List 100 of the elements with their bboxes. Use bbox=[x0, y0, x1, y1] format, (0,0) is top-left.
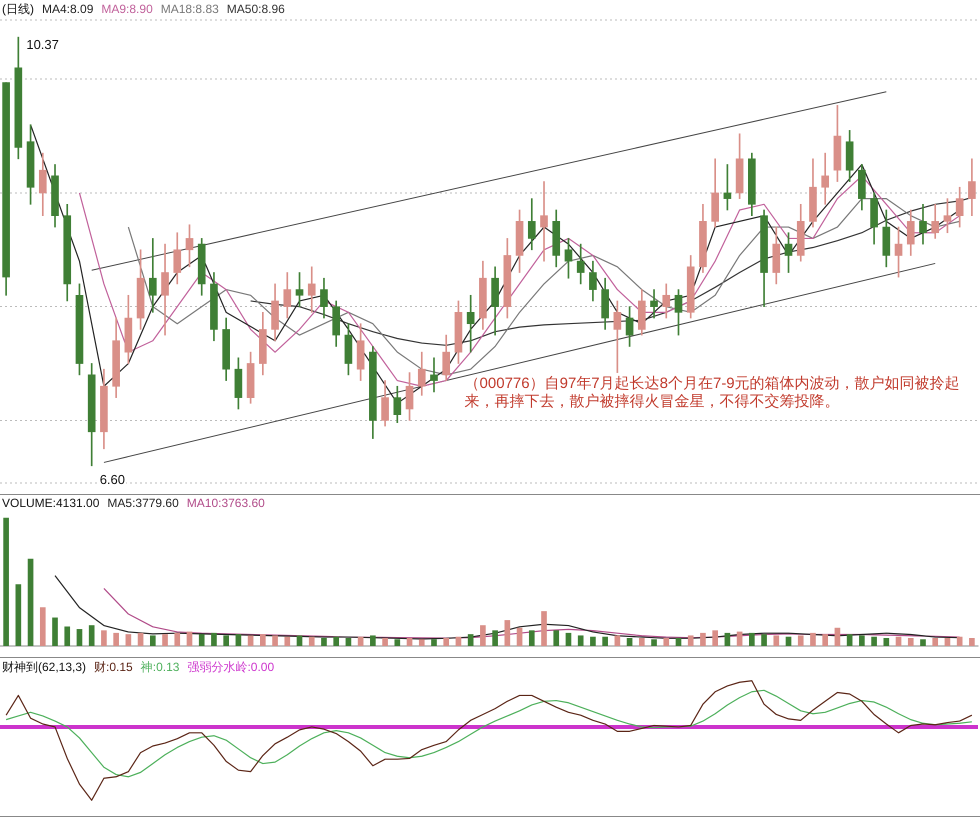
candlestick bbox=[430, 357, 438, 392]
bar bbox=[296, 635, 302, 646]
bar bbox=[126, 634, 132, 646]
bar bbox=[676, 638, 682, 646]
text: MA18:8.83 bbox=[160, 2, 219, 16]
bar bbox=[883, 638, 890, 646]
bar bbox=[260, 634, 266, 646]
bar bbox=[284, 636, 290, 646]
annotation: （000776）自97年7月起长达8个月在7-9元的箱体内波动，散户如同被拎起来，再摔下去，散户被摔得火冒金星，不得不交筹投降。 bbox=[464, 375, 960, 410]
bar bbox=[138, 632, 144, 646]
bar bbox=[798, 635, 804, 646]
bar bbox=[932, 638, 938, 646]
bar bbox=[566, 632, 572, 646]
bar bbox=[956, 636, 962, 646]
bar bbox=[223, 635, 229, 646]
bar bbox=[382, 638, 388, 646]
bar bbox=[16, 584, 22, 646]
bar bbox=[724, 632, 730, 646]
bar bbox=[101, 630, 107, 646]
bar bbox=[908, 638, 914, 646]
bar bbox=[651, 639, 657, 646]
bar bbox=[198, 634, 205, 646]
bar bbox=[52, 618, 58, 646]
bar bbox=[944, 638, 950, 646]
candlestick bbox=[540, 181, 548, 262]
bar bbox=[443, 638, 450, 646]
bar bbox=[492, 630, 498, 646]
bar bbox=[88, 625, 95, 646]
ref-line-label: 强弱分水岭:0.00 bbox=[187, 660, 274, 674]
bar bbox=[822, 634, 828, 646]
annotation: 10.37 bbox=[26, 37, 59, 52]
text: 6.60 bbox=[100, 472, 125, 487]
bar bbox=[40, 607, 46, 646]
text: MA4:8.09 bbox=[42, 2, 94, 16]
bar bbox=[236, 634, 242, 646]
bar bbox=[431, 639, 437, 646]
bar bbox=[969, 638, 975, 646]
chart-title: (日线) bbox=[2, 2, 34, 16]
candlestick bbox=[894, 226, 902, 278]
bar bbox=[394, 639, 400, 646]
bar bbox=[663, 638, 670, 646]
candlestick bbox=[650, 289, 658, 318]
bar bbox=[3, 518, 9, 646]
bar bbox=[333, 636, 340, 646]
bar bbox=[859, 635, 865, 646]
text: MA50:8.96 bbox=[226, 2, 285, 16]
bar bbox=[810, 632, 816, 646]
bar bbox=[321, 638, 327, 646]
bar bbox=[308, 636, 315, 646]
bar bbox=[626, 638, 632, 646]
text: 财:0.15 bbox=[94, 660, 133, 674]
text: MA10:3763.60 bbox=[186, 496, 265, 510]
text: 神:0.13 bbox=[140, 660, 180, 674]
bar bbox=[174, 632, 180, 646]
bar bbox=[468, 634, 474, 646]
chart-title: 财神到(62,13,3) bbox=[2, 660, 86, 674]
bar bbox=[64, 626, 70, 646]
bar bbox=[590, 636, 596, 646]
bar bbox=[773, 635, 780, 646]
bar bbox=[834, 628, 840, 646]
bar bbox=[346, 638, 352, 646]
bar bbox=[749, 632, 755, 646]
bar bbox=[712, 630, 718, 646]
candlestick bbox=[944, 198, 952, 234]
bar bbox=[456, 636, 462, 646]
bar bbox=[211, 632, 217, 646]
chart-title: VOLUME:4131.00 bbox=[2, 496, 100, 510]
bar bbox=[553, 630, 560, 646]
bar bbox=[528, 630, 535, 646]
bar bbox=[896, 636, 902, 646]
bar bbox=[846, 634, 852, 646]
bar bbox=[688, 635, 694, 646]
bar bbox=[736, 632, 742, 646]
bar bbox=[516, 628, 522, 646]
bar bbox=[541, 611, 547, 646]
bar bbox=[614, 635, 620, 646]
candlestick bbox=[296, 272, 304, 307]
bar bbox=[150, 635, 156, 646]
bar bbox=[406, 638, 412, 646]
bar bbox=[871, 636, 877, 646]
bar bbox=[578, 635, 584, 646]
bar bbox=[186, 632, 192, 646]
bar bbox=[418, 639, 425, 646]
bar bbox=[358, 636, 364, 646]
bar bbox=[480, 625, 486, 646]
bar bbox=[700, 632, 706, 646]
bar bbox=[370, 635, 376, 646]
bar bbox=[920, 639, 926, 646]
bar bbox=[272, 635, 278, 646]
bar bbox=[761, 634, 767, 646]
bar bbox=[786, 636, 792, 646]
text: MA9:8.90 bbox=[101, 2, 153, 16]
bar bbox=[248, 635, 254, 646]
bar bbox=[602, 636, 608, 646]
bar bbox=[28, 558, 34, 646]
bar bbox=[113, 632, 119, 646]
bar bbox=[76, 629, 82, 646]
bar bbox=[504, 620, 510, 646]
bar bbox=[162, 634, 168, 646]
bar bbox=[638, 638, 645, 646]
